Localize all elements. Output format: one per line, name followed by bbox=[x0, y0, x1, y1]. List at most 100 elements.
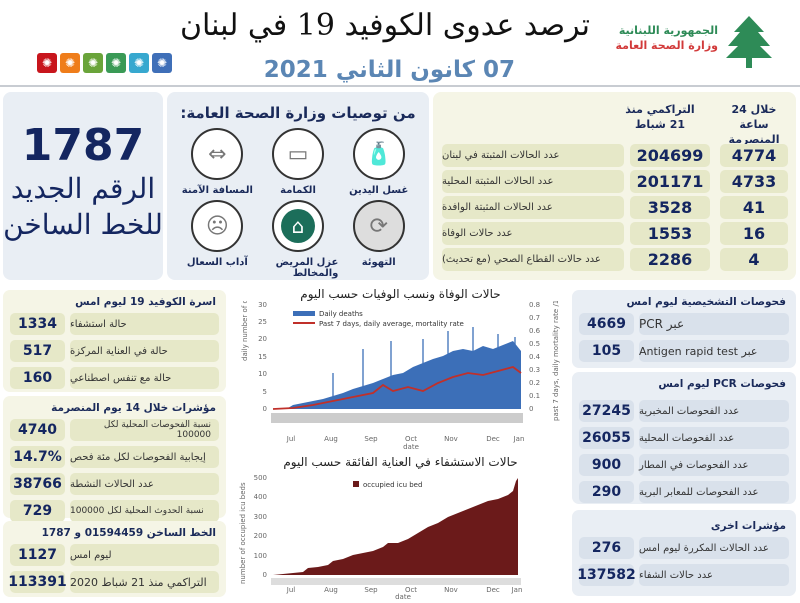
deaths-chart: حالات الوفاة ونسب الوفيات حسب اليوم dail… bbox=[233, 277, 568, 452]
stat-value: 14.7% bbox=[10, 446, 65, 468]
stat-value: 4669 bbox=[579, 313, 634, 335]
section-title: اسرة الكوفيد 19 ليوم امس bbox=[75, 296, 216, 308]
hotline-label: الرقم الجديد bbox=[10, 172, 156, 205]
virus-icon: ✺ bbox=[152, 53, 172, 73]
ministry-line1: الجمهورية اللبنانية bbox=[618, 24, 718, 37]
svg-text:Oct: Oct bbox=[405, 435, 417, 443]
diagnostic-tests-panel: فحوصات التشخيصية ليوم امس 4669 عبر PCR 10… bbox=[572, 290, 796, 368]
svg-text:400: 400 bbox=[254, 493, 267, 501]
svg-text:20: 20 bbox=[258, 335, 267, 343]
svg-text:25: 25 bbox=[258, 318, 267, 326]
stat-value: 38766 bbox=[10, 473, 65, 495]
svg-text:date: date bbox=[403, 443, 419, 451]
hotline-label: للخط الساخن bbox=[3, 208, 163, 241]
stat-label: عبر Antigen rapid test bbox=[639, 340, 789, 362]
stat-value: 105 bbox=[579, 340, 634, 362]
svg-text:100: 100 bbox=[254, 552, 267, 560]
ministry-line2: وزارة الصحة العامة bbox=[615, 39, 719, 52]
hotline-panel: 1787 الرقم الجديد للخط الساخن bbox=[3, 92, 163, 280]
svg-text:date: date bbox=[395, 593, 411, 599]
svg-text:Jul: Jul bbox=[286, 435, 296, 443]
stat-label: ليوم امس bbox=[70, 544, 219, 566]
ventilation-icon: ⟳ bbox=[352, 200, 405, 252]
stat-value: 1334 bbox=[10, 313, 65, 335]
virus-icon: ✺ bbox=[83, 53, 103, 73]
svg-text:past 7 days, daily mortality r: past 7 days, daily mortality rate /10000… bbox=[552, 301, 560, 421]
section-title: فحوصات PCR ليوم امس bbox=[658, 378, 786, 390]
svg-text:Sep: Sep bbox=[364, 586, 378, 594]
svg-text:Nov: Nov bbox=[444, 586, 458, 594]
virus-icon: ✺ bbox=[60, 53, 80, 73]
recommendation-label: المسافة الآمنة bbox=[181, 185, 253, 196]
stat-value: 729 bbox=[10, 500, 65, 522]
chart-title: حالات الاستشفاء في العناية الفائقة حسب ا… bbox=[283, 455, 518, 469]
cases-cumulative: 201171 bbox=[630, 170, 710, 193]
stat-value: 137582 bbox=[577, 564, 636, 586]
svg-text:daily number of deaths: daily number of deaths bbox=[241, 301, 249, 361]
section-title: الخط الساخن 01594459 و 1787 bbox=[41, 527, 216, 539]
cases-cumulative: 1553 bbox=[630, 222, 710, 245]
hotline-stats-panel: الخط الساخن 01594459 و 1787 1127 ليوم امس… bbox=[3, 521, 226, 597]
chart-title: حالات الوفاة ونسب الوفيات حسب اليوم bbox=[300, 287, 501, 301]
mask-icon: ▭ bbox=[272, 128, 325, 180]
svg-text:0: 0 bbox=[529, 405, 533, 413]
virus-icon: ✺ bbox=[37, 53, 57, 73]
stat-label: حالة استشفاء bbox=[70, 313, 219, 335]
icu-chart: حالات الاستشفاء في العناية الفائقة حسب ا… bbox=[233, 455, 568, 601]
beds-panel: اسرة الكوفيد 19 ليوم امس 1334 حالة استشفا… bbox=[3, 290, 226, 392]
recommendations-title: من توصيات وزارة الصحة العامة: bbox=[180, 104, 416, 122]
stat-value: 290 bbox=[579, 481, 634, 503]
cases-cumulative: 204699 bbox=[630, 144, 710, 167]
cases-cumulative: 2286 bbox=[630, 248, 710, 271]
hotline-number: 1787 bbox=[21, 120, 145, 171]
svg-text:Daily deaths: Daily deaths bbox=[319, 310, 363, 318]
other-indicators-panel: مؤشرات اخرى 276 عدد الحالات المكررة ليوم … bbox=[572, 510, 796, 596]
pcr-tests-panel: فحوصات PCR ليوم امس 27245 عدد الفحوصات ال… bbox=[572, 372, 796, 504]
cases-label: عدد الحالات المثبتة في لبنان bbox=[442, 144, 624, 167]
stat-label: عدد الفحوصات المحلية bbox=[639, 427, 789, 449]
svg-text:0.3: 0.3 bbox=[529, 366, 540, 374]
stat-label: نسبة الفحوصات المحلية لكل 100000 bbox=[70, 419, 219, 441]
stat-value: 27245 bbox=[579, 400, 634, 422]
cases-24h: 4 bbox=[720, 248, 788, 271]
recommendations-panel: من توصيات وزارة الصحة العامة: 🧴 غسل اليدي… bbox=[167, 92, 429, 280]
svg-text:Dec: Dec bbox=[486, 586, 500, 594]
svg-text:Aug: Aug bbox=[324, 586, 338, 594]
cases-24h: 4774 bbox=[720, 144, 788, 167]
section-title: مؤشرات خلال 14 يوم المنصرمة bbox=[51, 402, 216, 414]
col-header-24h: خلال 24 ساعة المنصرمة bbox=[728, 103, 780, 146]
cases-label: عدد حالات الوفاة bbox=[442, 222, 624, 245]
section-title: مؤشرات اخرى bbox=[710, 520, 786, 532]
indicators-14-panel: مؤشرات خلال 14 يوم المنصرمة 4740 نسبة الف… bbox=[3, 396, 226, 522]
recommendation-item: ⌂ عزل المريض والمخالط bbox=[258, 200, 338, 279]
home-isolation-icon: ⌂ bbox=[272, 200, 325, 252]
recommendation-label: غسل اليدين bbox=[349, 185, 409, 196]
svg-text:0.5: 0.5 bbox=[529, 340, 540, 348]
svg-text:15: 15 bbox=[258, 353, 267, 361]
svg-text:number of occupied icu beds: number of occupied icu beds bbox=[239, 482, 247, 584]
stat-label: عدد الفحوصات للمعابر البرية bbox=[639, 481, 789, 503]
distance-icon: ⇔ bbox=[191, 128, 244, 180]
ministry-logo: الجمهورية اللبنانية وزارة الصحة العامة bbox=[610, 14, 780, 69]
stat-value: 1127 bbox=[10, 544, 65, 566]
svg-text:occupied icu bed: occupied icu bed bbox=[363, 481, 422, 489]
icu-chart-plot: number of occupied icu beds 0 100 200 300 40… bbox=[239, 474, 522, 601]
recommendation-label: الكمامة bbox=[280, 185, 316, 196]
section-title: فحوصات التشخيصية ليوم امس bbox=[626, 296, 786, 308]
hand-sanitizer-icon: 🧴 bbox=[352, 128, 405, 180]
stat-label: عدد الفحوصات المخبرية bbox=[639, 400, 789, 422]
recommendation-item: 🧴 غسل اليدين bbox=[338, 128, 419, 196]
svg-text:0.1: 0.1 bbox=[529, 392, 540, 400]
svg-text:Past 7 days, daily average, mo: Past 7 days, daily average, mortality ra… bbox=[319, 320, 464, 328]
svg-text:0.2: 0.2 bbox=[529, 379, 540, 387]
stat-value: 4740 bbox=[10, 419, 65, 441]
svg-text:Jul: Jul bbox=[286, 586, 296, 594]
col-header-cumulative: التراكمي منذ 21 شباط bbox=[625, 103, 695, 131]
cases-cumulative: 3528 bbox=[630, 196, 710, 219]
svg-text:0.6: 0.6 bbox=[529, 327, 541, 335]
svg-text:Oct: Oct bbox=[405, 586, 417, 594]
recommendation-item: ⇔ المسافة الآمنة bbox=[177, 128, 258, 196]
svg-text:Dec: Dec bbox=[486, 435, 500, 443]
recommendation-item: ⟳ التهوئة bbox=[338, 200, 419, 279]
svg-text:300: 300 bbox=[254, 513, 267, 521]
